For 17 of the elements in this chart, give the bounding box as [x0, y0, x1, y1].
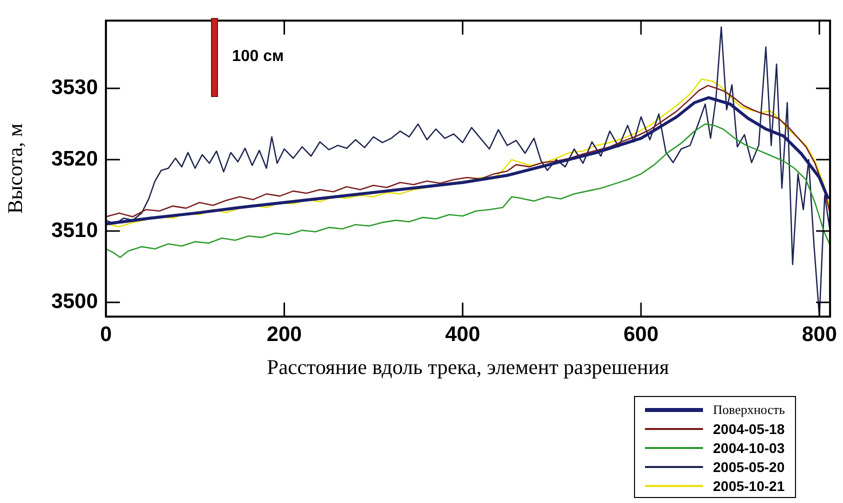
x-tick-label: 600	[623, 322, 659, 346]
x-tick-label: 200	[266, 322, 302, 346]
y-tick-label: 3500	[51, 290, 98, 314]
y-tick-label: 3510	[51, 218, 98, 242]
y-tick-label: 3530	[51, 76, 98, 100]
x-tick-label: 0	[100, 322, 112, 346]
legend-label: 2005-10-21	[713, 478, 785, 494]
y-tick-label: 3520	[51, 147, 98, 170]
x-tick-label: 800	[802, 322, 837, 346]
legend-label: 2005-05-20	[713, 458, 785, 474]
x-axis-title: Расстояние вдоль трека, элемент разрешения	[266, 354, 670, 379]
x-tick-label: 400	[445, 322, 480, 346]
legend-label: 2004-10-03	[713, 440, 785, 456]
annotation: 100 см	[232, 48, 284, 66]
legend-label: Поверхность	[713, 402, 785, 418]
legend-label: 2004-05-18	[713, 420, 785, 436]
y-axis-title: Высота, м	[3, 123, 28, 214]
